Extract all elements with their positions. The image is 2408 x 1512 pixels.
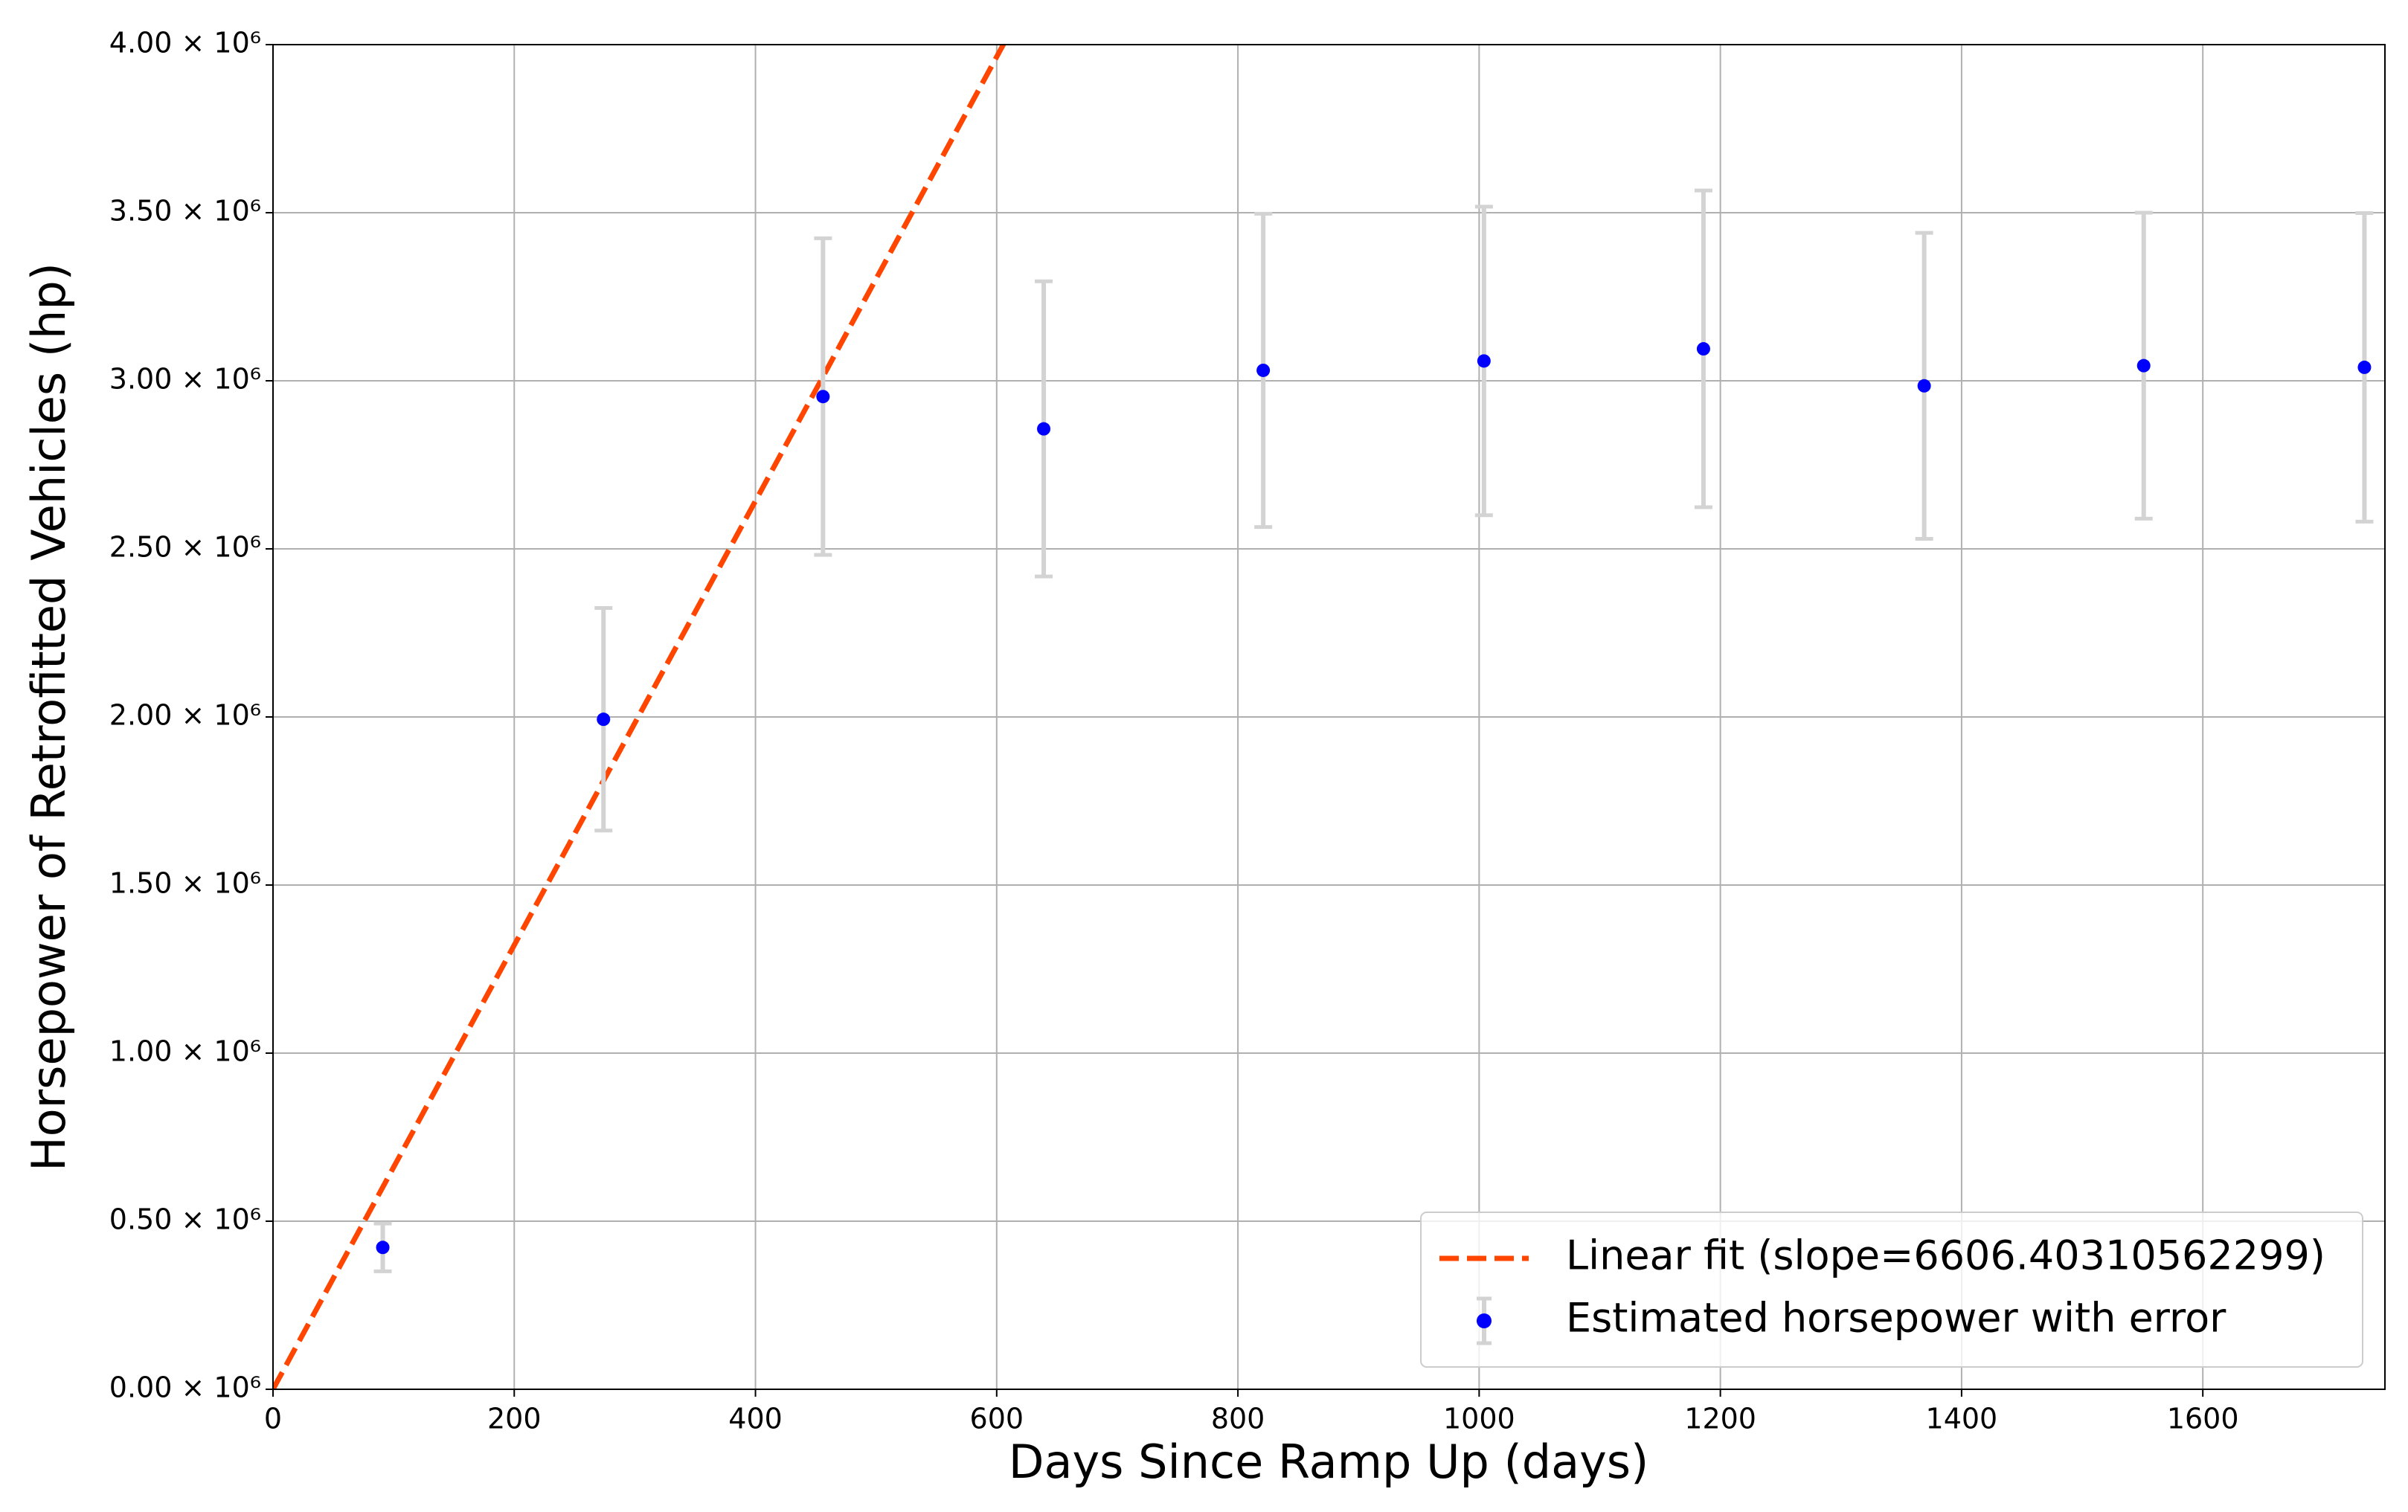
x-axis-label: Days Since Ramp Up (days) bbox=[1009, 1435, 1649, 1489]
x-tick-label: 1000 bbox=[1443, 1403, 1515, 1435]
data-point bbox=[1917, 379, 1931, 393]
legend-swatch bbox=[1477, 1313, 1492, 1328]
data-point bbox=[1696, 342, 1710, 356]
data-point bbox=[376, 1241, 390, 1255]
x-tick-label: 800 bbox=[1211, 1403, 1265, 1435]
y-tick-label: 3.00 × 10⁶ bbox=[109, 363, 261, 396]
x-tick-label: 400 bbox=[728, 1403, 783, 1435]
legend-label: Linear fit (slope=6606.40310562299) bbox=[1566, 1232, 2325, 1279]
y-tick-label: 4.00 × 10⁶ bbox=[109, 27, 261, 59]
y-tick-label: 0.50 × 10⁶ bbox=[109, 1203, 261, 1236]
y-tick-label: 1.00 × 10⁶ bbox=[109, 1035, 261, 1068]
data-point bbox=[2136, 358, 2151, 373]
x-tick-label: 200 bbox=[487, 1403, 542, 1435]
y-tick-label: 2.00 × 10⁶ bbox=[109, 699, 261, 732]
legend-label: Estimated horsepower with error bbox=[1566, 1295, 2226, 1342]
y-tick-label: 2.50 × 10⁶ bbox=[109, 531, 261, 564]
x-tick-label: 600 bbox=[970, 1403, 1024, 1435]
plot-frame bbox=[272, 44, 2386, 1390]
data-point bbox=[597, 712, 611, 727]
plot-area bbox=[273, 45, 2374, 1389]
x-tick-label: 1600 bbox=[2167, 1403, 2239, 1435]
legend-box bbox=[1420, 1212, 2363, 1368]
y-tick-label: 3.50 × 10⁶ bbox=[109, 195, 261, 228]
y-tick-label: 0.00 × 10⁶ bbox=[109, 1371, 261, 1404]
data-point bbox=[1037, 422, 1051, 436]
y-tick-label: 1.50 × 10⁶ bbox=[109, 867, 261, 900]
data-point bbox=[2357, 360, 2372, 374]
data-point bbox=[1477, 354, 1491, 368]
x-tick-label: 1200 bbox=[1684, 1403, 1756, 1435]
fit-line bbox=[273, 45, 1006, 1389]
x-tick-label: 1400 bbox=[1926, 1403, 1998, 1435]
data-point bbox=[816, 390, 830, 404]
y-axis-label: Horsepower of Retrofitted Vehicles (hp) bbox=[22, 263, 76, 1171]
x-tick-label: 0 bbox=[264, 1403, 282, 1435]
data-point bbox=[1256, 363, 1271, 377]
legend: Linear fit (slope=6606.40310562299) Estim… bbox=[1420, 1212, 2363, 1368]
